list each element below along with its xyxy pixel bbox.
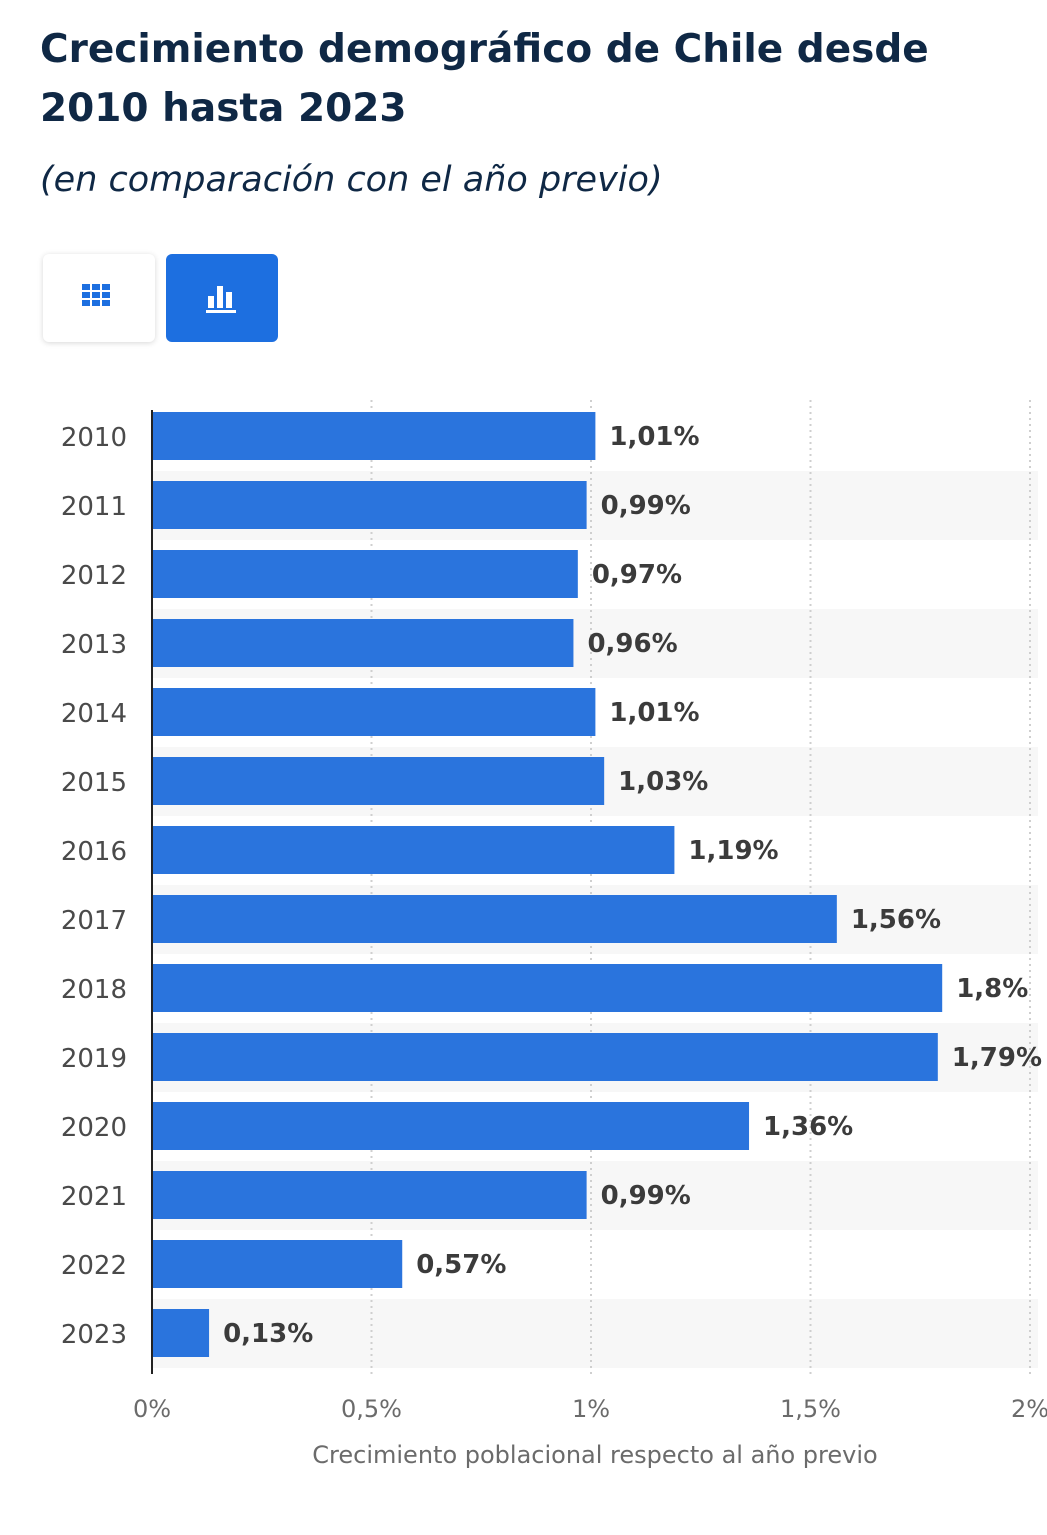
y-tick-label: 2010 (61, 423, 127, 453)
data-label: 1,56% (851, 905, 941, 935)
bar (152, 550, 578, 598)
chart-title: Crecimiento demográfico de Chile desde 2… (40, 27, 929, 131)
y-tick-label: 2021 (61, 1182, 127, 1212)
bar (152, 1240, 403, 1288)
data-label: 0,13% (223, 1319, 313, 1349)
table-grid-icon (82, 284, 110, 306)
y-tick-label: 2018 (61, 975, 127, 1005)
y-tick-label: 2017 (61, 906, 127, 936)
x-axis-title: Crecimiento poblacional respecto al año … (312, 1441, 877, 1469)
y-tick-label: 2016 (61, 837, 127, 867)
y-tick-label: 2014 (61, 699, 127, 729)
bar (152, 1309, 210, 1357)
data-label: 1,03% (618, 767, 708, 797)
data-label: 0,99% (601, 1181, 691, 1211)
chart-subtitle: (en comparación con el año previo) (40, 160, 663, 200)
bar (152, 964, 943, 1012)
bar-chart-icon (206, 286, 236, 313)
x-tick-label: 0,5% (341, 1395, 402, 1423)
y-tick-label: 2013 (61, 630, 127, 660)
row-band (152, 1299, 1038, 1368)
data-label: 0,57% (416, 1250, 506, 1280)
y-tick-label: 2023 (61, 1320, 127, 1350)
data-label: 1,01% (609, 698, 699, 728)
x-tick-label: 1% (572, 1395, 610, 1423)
chart-view-button[interactable] (166, 254, 278, 342)
table-view-button[interactable] (43, 254, 155, 342)
y-tick-label: 2020 (61, 1113, 127, 1143)
data-label: 1,36% (763, 1112, 853, 1142)
y-tick-label: 2019 (61, 1044, 127, 1074)
bar-chart: 2010 2011 2012 2013 2014 2015 2016 2017 2018 2019… (61, 400, 1047, 1469)
bar (152, 619, 574, 667)
bar (152, 1102, 750, 1150)
data-label: 0,97% (592, 560, 682, 590)
bar (152, 412, 596, 460)
x-tick-label: 2% (1011, 1395, 1047, 1423)
bar (152, 757, 605, 805)
data-label: 1,01% (609, 422, 699, 452)
x-tick-label: 1,5% (780, 1395, 841, 1423)
y-tick-label: 2012 (61, 561, 127, 591)
data-label: 1,8% (956, 974, 1028, 1004)
bar (152, 688, 596, 736)
x-tick-label: 0% (133, 1395, 171, 1423)
data-label: 0,99% (601, 491, 691, 521)
data-label: 0,96% (587, 629, 677, 659)
y-tick-label: 2011 (61, 492, 127, 522)
bar (152, 1171, 587, 1219)
bar (152, 826, 675, 874)
bar (152, 895, 837, 943)
data-label: 1,79% (952, 1043, 1042, 1073)
bar (152, 481, 587, 529)
y-tick-label: 2022 (61, 1251, 127, 1281)
bar (152, 1033, 938, 1081)
y-tick-label: 2015 (61, 768, 127, 798)
data-label: 1,19% (688, 836, 778, 866)
